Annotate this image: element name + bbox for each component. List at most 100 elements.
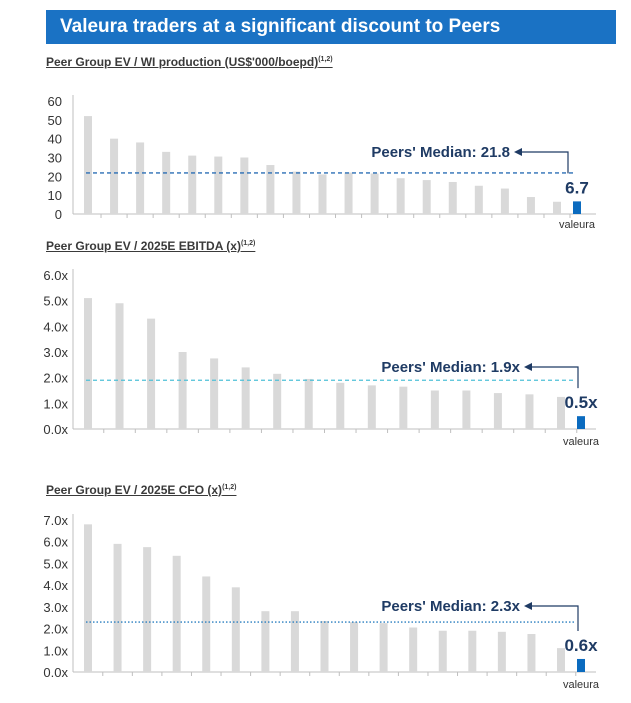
- peer-bar: [448, 181, 457, 214]
- peer-bar: [261, 611, 270, 672]
- peer-bar: [240, 157, 249, 214]
- median-arrow-line: [516, 151, 569, 174]
- peer-bar: [497, 631, 506, 672]
- peer-bar: [526, 197, 535, 214]
- peer-bar: [231, 587, 240, 672]
- peer-bar: [438, 630, 447, 672]
- valeura-bar: [577, 416, 585, 429]
- chart-1-title: Peer Group EV / WI production (US$'000/b…: [46, 55, 333, 69]
- peer-bar: [273, 373, 282, 429]
- y-tick-label: 3.0x: [43, 600, 68, 615]
- median-label: Peers' Median: 2.3x: [381, 598, 520, 615]
- peer-bar: [493, 393, 502, 429]
- median-label: Peers' Median: 1.9x: [381, 359, 520, 376]
- peer-bar: [214, 156, 223, 214]
- chart-ev-ebitda: 0.0x 1.0x 2.0x 3.0x 4.0x 5.0x 6.0x 0.5x valeura P…: [43, 268, 600, 448]
- chart-ev-cfo: 0.0x 1.0x 2.0x 3.0x 4.0x 5.0x 6.0x 7.0x 0.6x vale…: [43, 513, 600, 691]
- peer-bar: [266, 165, 275, 214]
- peer-bar: [344, 172, 353, 214]
- valeura-category-label: valeura: [559, 219, 596, 231]
- peer-bar: [143, 547, 152, 672]
- y-tick-label: 60: [48, 94, 62, 109]
- peer-bar: [292, 171, 301, 214]
- y-tick-label: 10: [48, 188, 62, 203]
- peer-bar: [84, 298, 92, 429]
- valeura-category-label: valeura: [563, 679, 600, 691]
- peer-bar: [241, 367, 250, 429]
- y-tick-label: 0.0x: [43, 422, 68, 437]
- median-arrow-line: [526, 605, 579, 631]
- y-tick-label: 30: [48, 151, 62, 166]
- peer-bar: [162, 151, 171, 214]
- median-arrow-head: [524, 602, 532, 610]
- peer-bar: [527, 634, 536, 672]
- peer-bar: [525, 394, 534, 429]
- y-tick-label: 1.0x: [43, 396, 68, 411]
- peer-bar: [304, 378, 313, 429]
- chart-2-title: Peer Group EV / 2025E EBITDA (x)(1,2): [46, 239, 256, 253]
- peer-bar: [202, 576, 211, 672]
- peer-bar: [422, 180, 431, 214]
- peer-bar: [500, 188, 509, 214]
- y-tick-label: 4.0x: [43, 578, 68, 593]
- y-tick-label: 7.0x: [43, 513, 68, 528]
- peer-bar: [379, 623, 388, 672]
- y-tick-label: 0: [55, 207, 62, 222]
- valeura-bar: [577, 658, 585, 672]
- y-tick-label: 0.0x: [43, 665, 68, 680]
- y-tick-label: 2.0x: [43, 371, 68, 386]
- y-tick-label: 3.0x: [43, 345, 68, 360]
- valeura-category-label: valeura: [563, 436, 600, 448]
- y-tick-label: 5.0x: [43, 556, 68, 571]
- median-arrow-head: [524, 363, 532, 371]
- peer-bar: [110, 138, 119, 214]
- peer-bar: [320, 620, 329, 672]
- peer-bar: [557, 648, 565, 672]
- peer-bar: [367, 385, 376, 429]
- y-tick-label: 6.0x: [43, 535, 68, 550]
- peer-bar: [557, 396, 565, 429]
- peer-bar: [430, 390, 439, 429]
- peer-bar: [115, 303, 124, 429]
- y-tick-label: 50: [48, 113, 62, 128]
- peer-bar: [113, 543, 122, 672]
- y-tick-label: 5.0x: [43, 294, 68, 309]
- peer-bar: [409, 627, 418, 672]
- peer-bar: [84, 116, 92, 214]
- valeura-bar: [573, 201, 581, 214]
- y-tick-label: 20: [48, 169, 62, 184]
- peer-bar: [147, 318, 156, 429]
- peer-bar: [370, 173, 379, 214]
- header-banner: Valeura traders at a significant discoun…: [46, 10, 616, 44]
- median-label: Peers' Median: 21.8: [371, 144, 510, 161]
- peer-bar: [474, 185, 483, 214]
- chart-3-title: Peer Group EV / 2025E CFO (x)(1,2): [46, 483, 237, 497]
- page-title: Valeura traders at a significant discoun…: [60, 16, 501, 37]
- y-tick-label: 2.0x: [43, 622, 68, 637]
- y-tick-label: 40: [48, 132, 62, 147]
- peer-bar: [210, 358, 219, 429]
- valeura-value-label: 0.6x: [564, 636, 598, 655]
- peer-bar: [468, 630, 477, 672]
- median-arrow-line: [526, 366, 579, 389]
- peer-bar: [172, 555, 181, 672]
- peer-bar: [178, 352, 187, 429]
- valeura-value-label: 0.5x: [564, 393, 598, 412]
- peer-bar: [350, 622, 359, 672]
- peer-bar: [290, 611, 299, 672]
- peer-bar: [396, 178, 405, 214]
- chart-ev-wi-production: 0 10 20 30 40 50 60 6.7 valeura Peers' Median: 21…: [48, 94, 596, 231]
- peer-bar: [84, 524, 92, 672]
- y-tick-label: 4.0x: [43, 319, 68, 334]
- peer-bar: [336, 382, 345, 429]
- peer-bar: [399, 386, 408, 429]
- peer-bar: [188, 155, 197, 214]
- y-tick-label: 1.0x: [43, 643, 68, 658]
- peer-bar: [553, 201, 561, 214]
- peer-bar: [136, 142, 145, 214]
- peer-bar: [462, 390, 471, 429]
- y-tick-label: 6.0x: [43, 268, 68, 283]
- peer-bar: [318, 174, 327, 214]
- median-arrow-head: [514, 148, 522, 156]
- valeura-value-label: 6.7: [565, 178, 589, 197]
